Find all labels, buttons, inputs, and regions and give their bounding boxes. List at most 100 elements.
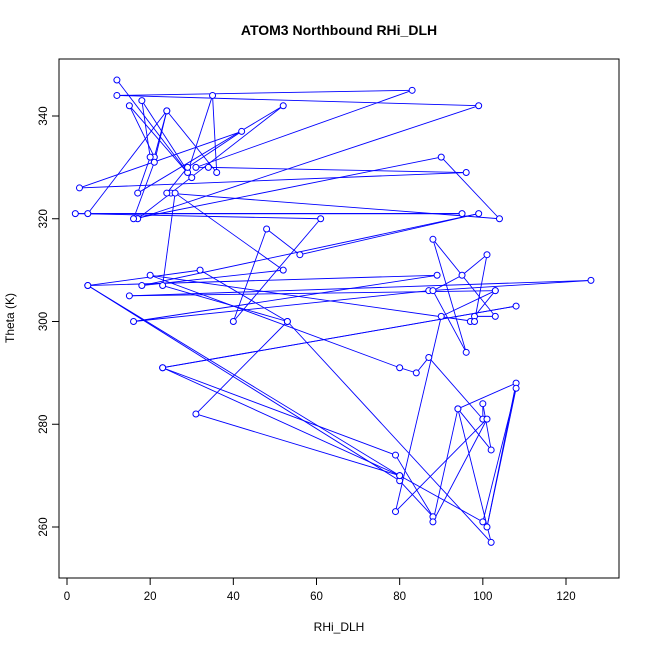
series-line-segment: [133, 156, 442, 220]
series-line-segment: [461, 254, 488, 276]
series-line-segment: [116, 95, 479, 107]
series-line-segment: [141, 100, 193, 178]
data-point: [487, 538, 495, 546]
series-line-segment: [432, 418, 488, 523]
series-line-segment: [133, 274, 438, 322]
data-point: [171, 189, 179, 197]
x-tick-label: 40: [227, 591, 240, 603]
plot-frame: [58, 58, 620, 579]
series-line-segment: [474, 254, 488, 322]
data-point: [512, 302, 520, 310]
data-point: [296, 251, 304, 259]
data-point: [146, 153, 154, 161]
series-line-segment: [87, 110, 168, 214]
data-point: [412, 369, 420, 377]
x-axis: 0 20 40 60 80 100 120: [64, 577, 576, 603]
data-point: [471, 318, 479, 325]
series-line-segment: [75, 213, 321, 220]
data-point: [483, 415, 491, 423]
series-line-segment: [166, 110, 218, 173]
data-point: [425, 353, 433, 361]
data-point: [483, 523, 491, 531]
data-point: [475, 210, 483, 218]
data-point: [125, 102, 133, 110]
data-point: [396, 472, 404, 480]
series-line-segment: [141, 100, 151, 158]
data-point: [279, 102, 287, 110]
y-tick-label: 260: [38, 517, 50, 536]
series-line-segment: [441, 290, 496, 317]
data-point: [238, 127, 246, 135]
series-line-segment: [482, 388, 517, 522]
data-point: [209, 91, 217, 99]
y-axis-label: Theta (K): [3, 293, 17, 343]
data-point: [458, 210, 466, 218]
series-line-segment: [428, 279, 591, 292]
data-point: [437, 312, 445, 320]
series-line-segment: [150, 274, 400, 369]
data-point: [491, 312, 499, 320]
series-line-segment: [162, 305, 517, 369]
data-point: [163, 189, 171, 197]
series-line-segment: [399, 475, 484, 523]
series-line-segment: [87, 285, 400, 477]
data-point: [213, 169, 221, 177]
series-line-segment: [129, 279, 591, 297]
data-point: [495, 215, 503, 223]
data-point: [113, 91, 121, 99]
data-point: [84, 282, 92, 290]
data-point: [138, 282, 146, 290]
data-point: [429, 518, 437, 526]
data-point: [462, 348, 470, 356]
data-point: [188, 174, 196, 182]
series-line-segment: [432, 274, 463, 292]
data-point: [396, 364, 404, 372]
series-line-segment: [174, 192, 284, 271]
series-line-segment: [432, 290, 467, 353]
series-line-segment: [457, 382, 517, 410]
chart-title: ATOM3 Northbound RHi_DLH: [241, 22, 437, 38]
x-tick-label: 80: [393, 591, 406, 603]
series-line-segment: [162, 367, 396, 456]
series-line-segment: [187, 131, 242, 168]
series-line-segment: [195, 89, 413, 168]
data-point: [229, 318, 237, 325]
series-line-segment: [399, 480, 434, 518]
series-line-segment: [486, 388, 517, 528]
data-point: [479, 400, 487, 408]
data-point: [196, 266, 204, 274]
data-point: [159, 364, 167, 372]
series-line-segment: [187, 95, 213, 173]
series-line-segment: [457, 408, 492, 451]
series-line-segment: [428, 357, 484, 420]
series-line-segment: [133, 290, 429, 322]
series-line-segment: [395, 418, 488, 512]
data-point: [150, 158, 158, 166]
series-line-segment: [212, 95, 218, 173]
series-line-segment: [79, 130, 242, 189]
series-line-segment: [166, 167, 188, 194]
series-line-segment: [170, 105, 284, 194]
data-point: [75, 184, 83, 192]
x-axis-label: RHi_DLH: [314, 620, 365, 634]
data-point: [429, 287, 437, 295]
y-tick-label: 340: [38, 106, 50, 125]
series-line-segment: [166, 192, 500, 220]
series-line-segment: [482, 403, 492, 451]
series-line-segment: [79, 172, 467, 189]
series-line-segment: [232, 228, 268, 322]
data-point: [146, 271, 154, 279]
data-point: [491, 287, 499, 295]
data-point: [587, 276, 595, 284]
y-tick-label: 280: [38, 415, 50, 434]
data-point: [433, 271, 441, 279]
data-point: [392, 451, 400, 459]
series-line-segment: [162, 193, 176, 286]
data-point: [458, 271, 466, 279]
series-line-segment: [440, 156, 500, 220]
series-line-segment: [87, 269, 201, 286]
data-point: [437, 153, 445, 161]
data-point: [113, 76, 121, 84]
data-point: [84, 210, 92, 218]
x-tick-label: 100: [473, 591, 492, 603]
